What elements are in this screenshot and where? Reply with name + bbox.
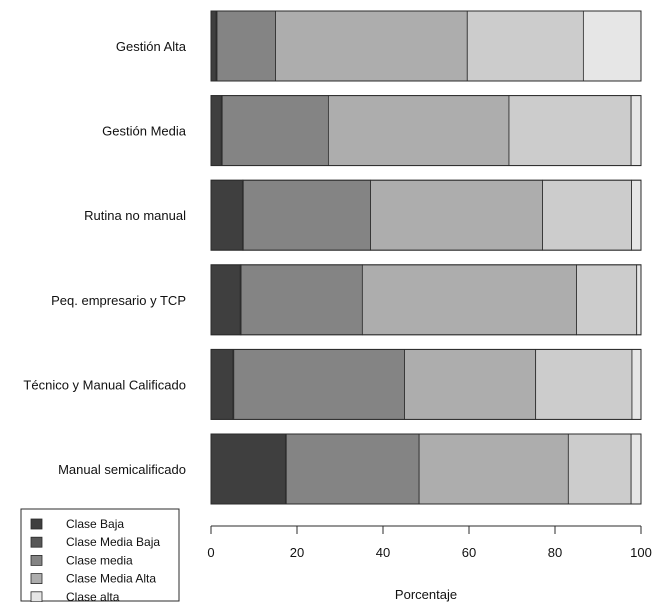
- bar-segment: [508, 95, 632, 166]
- bar-segment: [582, 10, 642, 82]
- bar-segment: [275, 10, 468, 82]
- legend-swatch: [30, 573, 43, 584]
- bar-outline: [210, 10, 642, 82]
- bar-outline: [210, 95, 642, 167]
- category-labels: Gestión Alta Gestión Media Rutina no manua…: [23, 39, 186, 477]
- x-tick-label: 20: [290, 545, 304, 560]
- bar-segment: [240, 264, 363, 336]
- bar-segment: [327, 95, 510, 166]
- bar-segment: [242, 179, 371, 251]
- legend-label: Clase Media Alta: [66, 572, 156, 586]
- bar-segment: [630, 433, 642, 505]
- legend-swatch: [30, 518, 43, 530]
- bar-segment: [404, 348, 537, 420]
- bars-group: [210, 10, 642, 505]
- bar-segment: [285, 433, 420, 505]
- bar-segment: [210, 179, 243, 251]
- bar-segment: [221, 95, 329, 166]
- bar-segment: [631, 179, 642, 251]
- bar-segment: [216, 10, 276, 82]
- legend: Clase Baja Clase Media Baja Clase media Cla…: [20, 508, 180, 602]
- bar-segment: [210, 433, 286, 505]
- category-label: Gestión Media: [102, 124, 187, 139]
- legend-swatch: [30, 536, 43, 548]
- bar-segment: [466, 10, 584, 82]
- x-tick-label: 80: [548, 545, 562, 560]
- bar-segment: [576, 264, 638, 336]
- bar-segment: [370, 179, 543, 251]
- x-tick-label: 60: [462, 545, 476, 560]
- x-tick-label: 100: [630, 545, 652, 560]
- category-label: Técnico y Manual Calificado: [23, 377, 186, 392]
- legend-label: Clase media: [66, 553, 133, 567]
- bar-outline: [210, 264, 642, 336]
- bar-segment: [636, 264, 642, 336]
- bar-outline: [210, 348, 642, 420]
- x-tick-label: 40: [376, 545, 390, 560]
- bar-segment: [630, 95, 642, 166]
- bar-outline: [210, 433, 642, 505]
- bar-segment: [210, 264, 241, 336]
- legend-swatch: [30, 555, 43, 566]
- bar-segment: [631, 348, 642, 420]
- bar-segment: [418, 433, 569, 505]
- bar-segment: [542, 179, 632, 251]
- bar-segment: [361, 264, 577, 336]
- category-label: Manual semicalificado: [58, 462, 186, 477]
- category-label: Rutina no manual: [84, 208, 186, 223]
- bar-segment: [210, 95, 222, 166]
- bar-segment: [210, 348, 234, 420]
- category-label: Peq. empresario y TCP: [51, 293, 186, 308]
- category-label: Gestión Alta: [116, 39, 187, 54]
- legend-label: Clase Media Baja: [66, 535, 160, 549]
- bar-segment: [535, 348, 633, 420]
- legend-label: Clase alta: [66, 590, 120, 602]
- legend-label: Clase Baja: [66, 517, 124, 531]
- bar-segment: [233, 348, 405, 420]
- x-tick-label: 0: [207, 545, 214, 560]
- bar-outline: [210, 179, 642, 251]
- bar-segment: [210, 10, 217, 82]
- x-axis-title: Porcentaje: [395, 587, 457, 602]
- legend-box: [20, 508, 180, 602]
- legend-swatch: [30, 591, 43, 602]
- x-axis: 0 20 40 60 80 100: [207, 525, 652, 560]
- bar-segment: [567, 433, 632, 505]
